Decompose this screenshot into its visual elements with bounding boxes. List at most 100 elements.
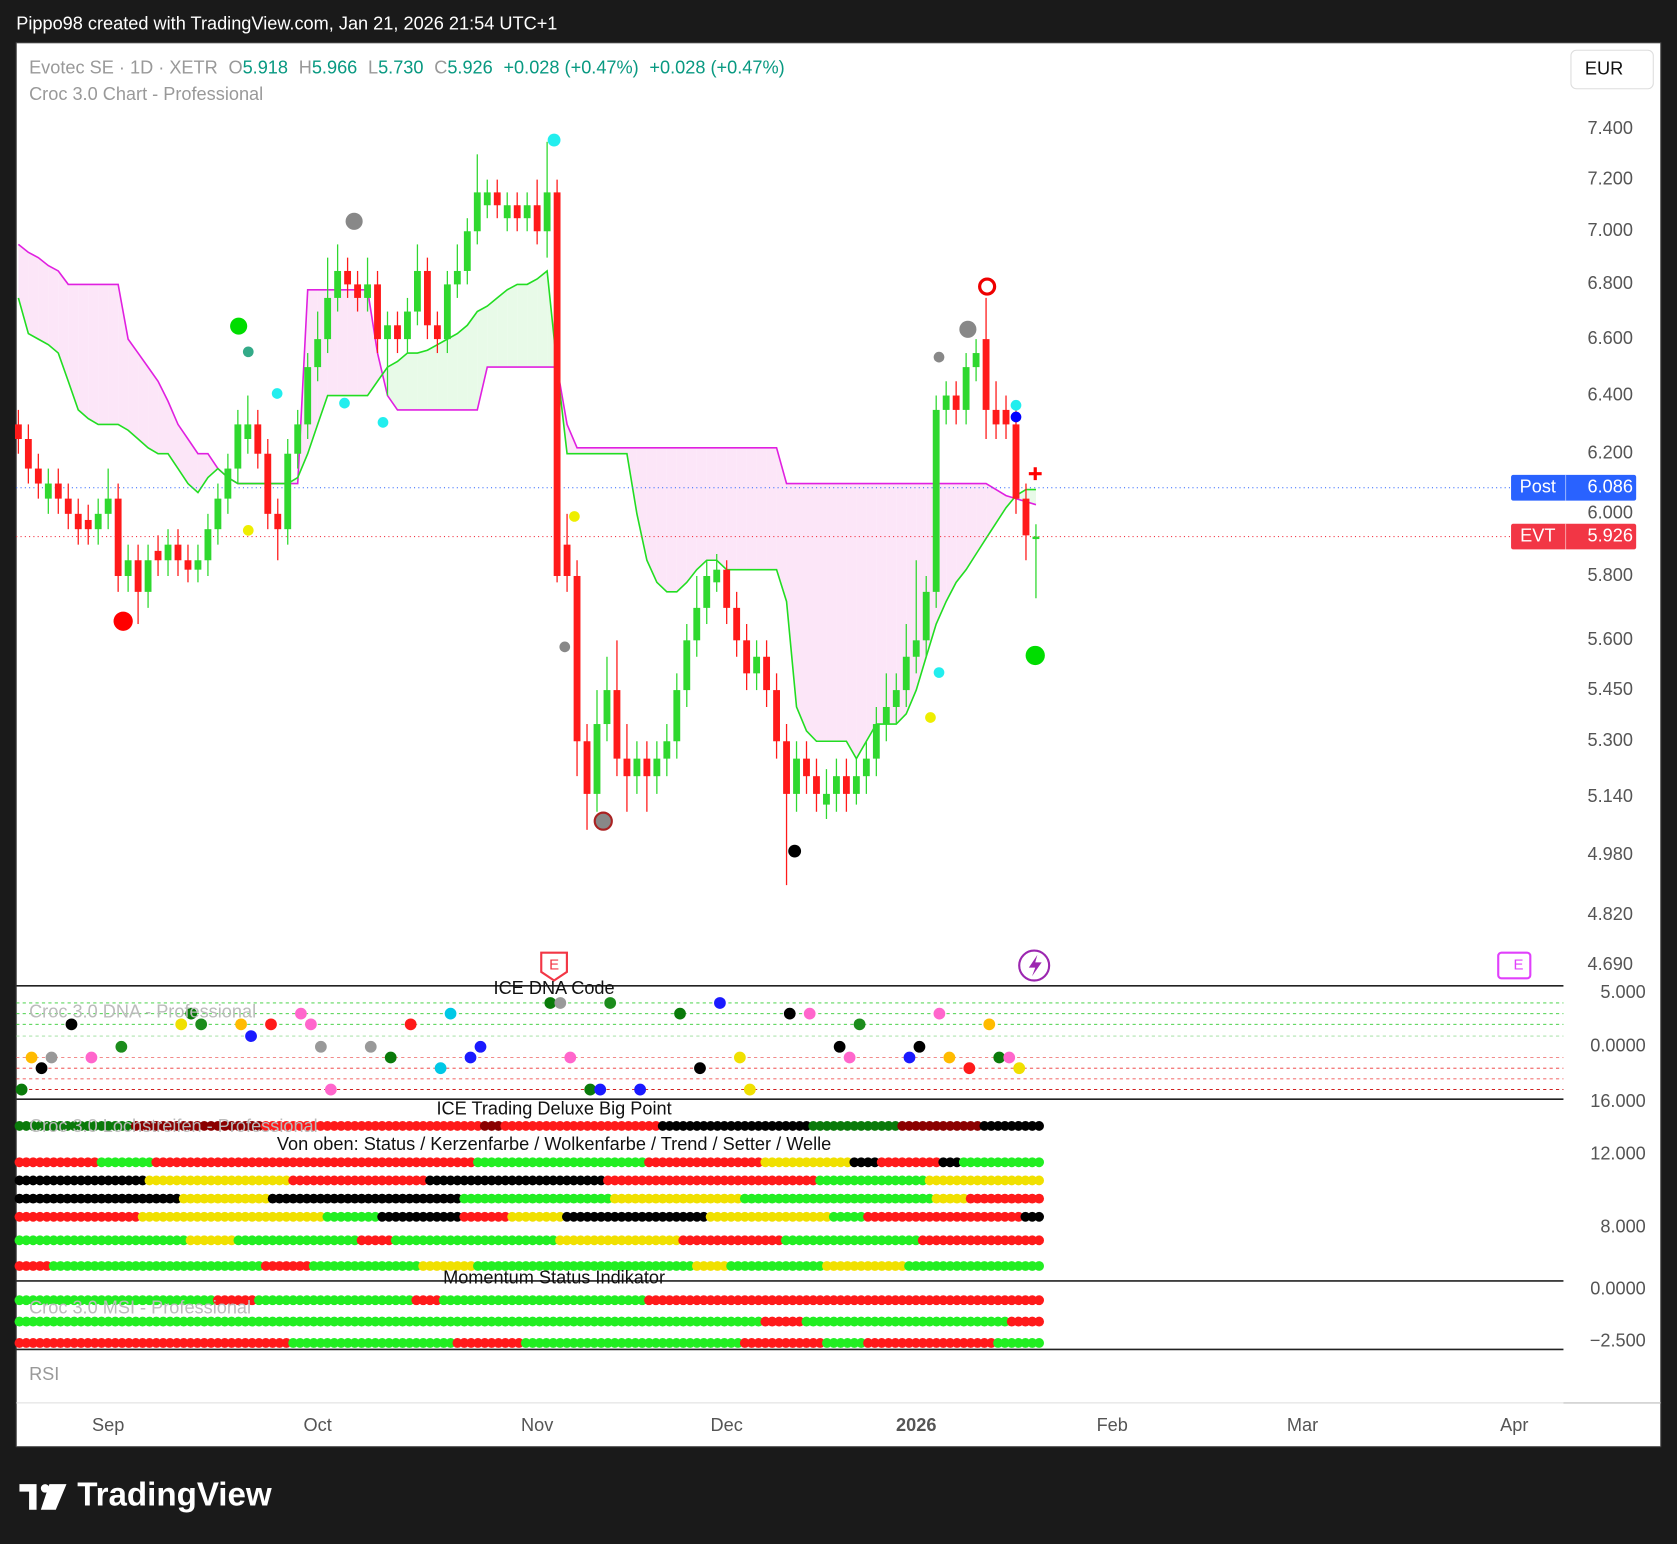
strip-dot bbox=[698, 1121, 709, 1131]
strip-dot bbox=[336, 1175, 347, 1186]
strip-dot bbox=[603, 1295, 613, 1306]
strip-dot bbox=[733, 1175, 743, 1186]
strip-dot bbox=[137, 1193, 148, 1204]
strip-dot bbox=[609, 1235, 620, 1246]
strip-dot bbox=[137, 1235, 148, 1246]
strip-dot bbox=[76, 1121, 86, 1131]
strip-dot bbox=[589, 1295, 600, 1306]
cloud-fill bbox=[946, 483, 957, 602]
strip-dot bbox=[117, 1157, 128, 1168]
strip-dot bbox=[582, 1211, 593, 1222]
strip-dot bbox=[582, 1295, 593, 1306]
strip-dot bbox=[62, 1211, 73, 1222]
strip-dot bbox=[910, 1338, 921, 1348]
strip-dot bbox=[650, 1295, 661, 1306]
strip-dot bbox=[972, 1121, 983, 1131]
strip-dot bbox=[1020, 1316, 1031, 1327]
candle-body bbox=[912, 640, 920, 657]
cloud-fill bbox=[108, 284, 119, 425]
currency-box[interactable] bbox=[1570, 49, 1654, 90]
strip-dot bbox=[979, 1175, 990, 1186]
strip-dot bbox=[473, 1193, 483, 1204]
strip-dot bbox=[479, 1211, 490, 1222]
candle-body bbox=[94, 513, 102, 530]
strip-dot bbox=[753, 1295, 764, 1306]
strip-dot bbox=[486, 1338, 497, 1348]
strip-dot bbox=[281, 1235, 292, 1246]
strip-dot bbox=[787, 1235, 798, 1246]
strip-dot bbox=[596, 1211, 607, 1222]
candle-body bbox=[543, 192, 551, 232]
x-tick-label: Feb bbox=[1097, 1415, 1128, 1435]
strip-dot bbox=[876, 1157, 887, 1168]
strip-dot bbox=[288, 1157, 299, 1168]
strip-dot bbox=[609, 1157, 620, 1168]
strip-dot bbox=[445, 1338, 456, 1348]
strip-dot bbox=[1034, 1175, 1045, 1186]
strip-dot bbox=[438, 1295, 449, 1306]
strip-dot bbox=[1013, 1157, 1024, 1168]
strip-dot bbox=[165, 1295, 175, 1306]
strip-dot bbox=[534, 1121, 545, 1131]
candle-body bbox=[643, 758, 651, 777]
strip-dot bbox=[733, 1157, 743, 1168]
strip-dot bbox=[76, 1193, 86, 1204]
strip-dot bbox=[589, 1235, 600, 1246]
strip-dot bbox=[35, 1175, 45, 1186]
strip-dot bbox=[226, 1175, 237, 1186]
strip-dot bbox=[466, 1193, 477, 1204]
strip-dot bbox=[828, 1316, 839, 1327]
strip-dot bbox=[96, 1211, 107, 1222]
strip-dot bbox=[623, 1235, 634, 1246]
strip-dot bbox=[219, 1235, 230, 1246]
candle-body bbox=[862, 758, 870, 777]
strip-dot bbox=[671, 1261, 682, 1271]
strip-dot bbox=[260, 1175, 271, 1186]
strip-dot bbox=[910, 1193, 921, 1204]
strip-dot bbox=[62, 1193, 73, 1204]
strip-dot bbox=[377, 1338, 388, 1348]
strip-dot bbox=[609, 1261, 620, 1271]
strip-dot bbox=[103, 1316, 114, 1327]
strip-dot bbox=[698, 1193, 709, 1204]
strip-dot bbox=[999, 1211, 1010, 1222]
strip-dot bbox=[377, 1211, 388, 1222]
strip-dot bbox=[329, 1157, 340, 1168]
strip-dot bbox=[117, 1121, 128, 1131]
strip-dot bbox=[199, 1295, 210, 1306]
strip-dot bbox=[753, 1175, 764, 1186]
candle-body bbox=[324, 297, 332, 340]
strip-dot bbox=[527, 1295, 538, 1306]
strip-dot bbox=[876, 1235, 887, 1246]
strip-dot bbox=[575, 1157, 586, 1168]
strip-dot bbox=[767, 1175, 778, 1186]
strip-dot bbox=[507, 1193, 518, 1204]
strip-dot bbox=[527, 1235, 538, 1246]
strip-dot bbox=[452, 1316, 463, 1327]
strip-dot bbox=[575, 1295, 586, 1306]
strip-dot bbox=[685, 1235, 696, 1246]
strip-dot bbox=[883, 1193, 894, 1204]
strip-dot bbox=[288, 1295, 299, 1306]
currency: EUR bbox=[1585, 58, 1623, 78]
strip-dot bbox=[363, 1261, 374, 1271]
candle-body bbox=[952, 395, 960, 410]
strip-dot bbox=[1027, 1338, 1038, 1348]
strip-dot bbox=[1034, 1338, 1045, 1348]
strip-dot bbox=[849, 1121, 860, 1131]
strip-dot bbox=[219, 1157, 230, 1168]
strip-dot bbox=[842, 1316, 853, 1327]
strip-dot bbox=[726, 1193, 737, 1204]
strip-dot bbox=[233, 1175, 244, 1186]
strip-dot bbox=[958, 1295, 969, 1306]
strip-dot bbox=[48, 1261, 59, 1271]
strip-dot bbox=[952, 1211, 962, 1222]
strip-dot bbox=[623, 1316, 634, 1327]
strip-dot bbox=[849, 1261, 860, 1271]
strip-dot bbox=[924, 1175, 935, 1186]
strip-dot bbox=[883, 1295, 894, 1306]
strip-dot bbox=[158, 1121, 169, 1131]
cloud-fill bbox=[197, 453, 208, 493]
pane-label: ICE Trading Deluxe Big Point bbox=[437, 1099, 672, 1119]
strip-dot bbox=[397, 1235, 408, 1246]
